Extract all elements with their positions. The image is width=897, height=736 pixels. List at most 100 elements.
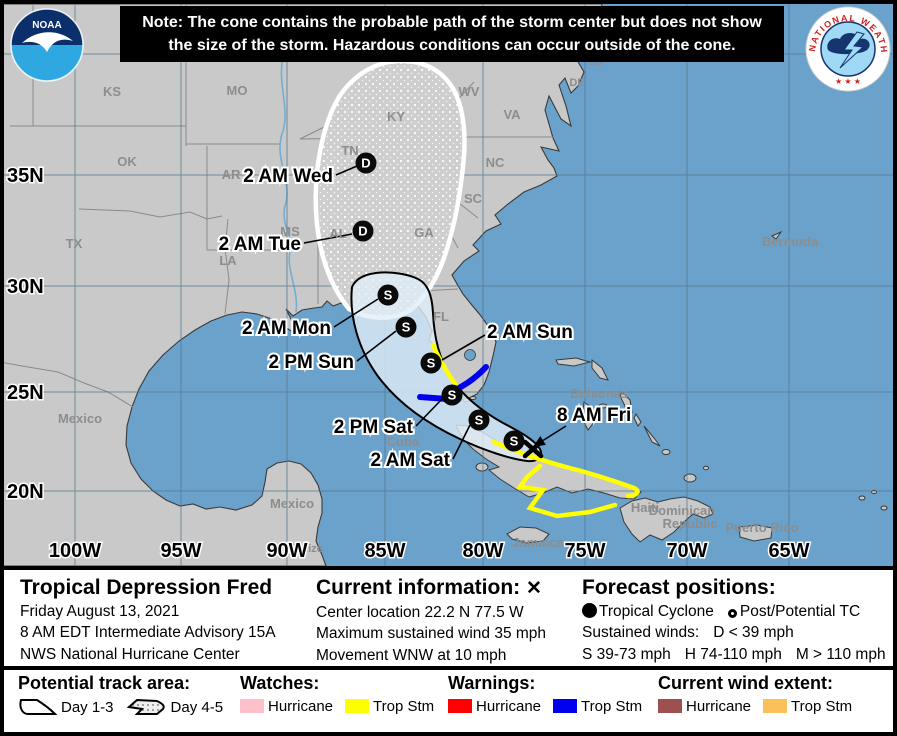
cone-day4-5 <box>313 58 467 320</box>
storm-summary: Tropical Depression Fred Friday August 1… <box>20 576 316 666</box>
place-label: MO <box>227 83 248 98</box>
place-label: OK <box>117 154 137 169</box>
sustained-winds-row: Sustained winds: D < 39 mph <box>582 624 794 642</box>
map-legend: Potential track area: Day 1-3 Day 4-5 Watch… <box>4 666 893 728</box>
lon-label: 85W <box>364 540 405 562</box>
legend-label: Trop Stm <box>581 697 643 715</box>
place-label: Bermuda <box>762 234 819 249</box>
track-point-S <box>503 430 525 452</box>
legend-item: Hurricane <box>658 698 751 715</box>
noaa-logo-icon: NOAA <box>10 8 84 82</box>
legend-item: Trop Stm <box>763 698 852 715</box>
mississippi-river <box>279 55 298 313</box>
forecast-symbols-row: Tropical Cyclone Post/Potential TC <box>582 601 887 622</box>
place-labels: KSMOOKTXARLAMSALTNKYGASCNCVAWVFLDENJMexi… <box>58 56 819 555</box>
track-point-S <box>377 284 399 306</box>
storm-date: Friday August 13, 2021 <box>20 603 180 621</box>
legend-label: Trop Stm <box>373 697 435 715</box>
track-point-letter: S <box>475 413 484 428</box>
legend-item: Hurricane <box>240 698 333 715</box>
track-point-S <box>441 384 463 406</box>
note-banner: Note: The cone contains the probable pat… <box>120 6 784 63</box>
legend-swatch <box>448 699 472 714</box>
lat-label: 35N <box>7 165 44 187</box>
legend-group-warnings: Warnings: Hurricane Trop Stm <box>448 673 658 728</box>
legend-label: Trop Stm <box>791 697 853 715</box>
nws-logo-stars: ★ ★ ★ <box>835 77 861 86</box>
legend-item: Day 4-5 <box>126 698 224 717</box>
legend-swatch <box>240 699 264 714</box>
place-label: DE <box>569 77 584 89</box>
place-label: TX <box>66 236 83 251</box>
current-position-x-marker <box>522 439 544 459</box>
place-label: Cuba <box>387 434 420 449</box>
current-information: Current information: ✕ Center location 2… <box>316 576 582 666</box>
place-label: Mexico <box>58 411 102 426</box>
current-position-symbol: ✕ <box>526 578 542 599</box>
note-line1: Note: The cone contains the probable pat… <box>142 14 762 31</box>
place-label: GA <box>414 225 434 240</box>
place-label: VA <box>503 107 521 122</box>
track-point-letter: S <box>402 320 411 335</box>
place-label: AR <box>222 167 241 182</box>
hispaniola <box>619 496 714 543</box>
legend-item: Day 1-3 <box>18 698 114 717</box>
time-labels: 2 AM Wed 2 AM Tue 2 AM Mon 2 PM Sun 2 AM Sun… <box>217 164 634 473</box>
place-label: NC <box>486 155 505 170</box>
post-potential-circle-icon <box>727 609 737 619</box>
nws-logo-icon: NATIONAL WEATHER SERVICE ★ ★ ★ <box>805 6 891 92</box>
legend-swatch <box>658 699 682 714</box>
lon-label: 95W <box>160 540 201 562</box>
place-label: Haiti <box>631 500 659 515</box>
legend-heading: Warnings: <box>448 673 536 693</box>
max-sustained-wind: Maximum sustained wind 35 mph <box>316 625 547 643</box>
legend-item: Hurricane <box>448 698 541 715</box>
storm-agency: NWS National Hurricane Center <box>20 645 240 663</box>
legend-swatch <box>553 699 578 714</box>
legend-label: Hurricane <box>686 697 752 715</box>
map-canvas: S S S S S S D D KS MO OK TX AR LA MS AL TN KY GA SC NC VA WV F… <box>4 4 893 566</box>
legend-heading: Current wind extent: <box>658 673 834 693</box>
legend-swatch <box>763 699 788 714</box>
latlon-grid <box>4 4 893 566</box>
place-label: MS <box>280 224 300 239</box>
place-label: TN <box>341 143 358 158</box>
forecast-track-points: S S S S S S D D <box>352 152 525 452</box>
track-point-letter: D <box>358 224 367 239</box>
place-label: Dominican <box>649 503 716 518</box>
place-label: LA <box>219 253 237 268</box>
lon-label: 65W <box>768 540 809 562</box>
lon-label: 90W <box>266 540 307 562</box>
center-location: Center location 22.2 N 77.5 W <box>316 603 524 621</box>
forecast-map: S S S S S S D D KS MO OK TX AR LA MS AL TN KY GA SC NC VA WV F… <box>4 4 893 566</box>
legend-label: Day 1-3 <box>61 698 114 716</box>
ts-watch-cuba-south <box>516 463 618 519</box>
legend-group-current-wind-extent: Current wind extent: Hurricane Trop Stm <box>658 673 864 728</box>
noaa-logo-text: NOAA <box>32 20 61 31</box>
lat-label: 30N <box>7 276 44 298</box>
cone-stippled-icon <box>126 698 168 717</box>
lat-label: 25N <box>7 382 44 404</box>
note-line2: the size of the storm. Hazardous conditi… <box>168 37 736 55</box>
lat-label: 20N <box>7 481 44 503</box>
legend-swatch <box>345 699 370 714</box>
legend-heading: Watches: <box>240 673 320 693</box>
track-point-S <box>468 409 490 431</box>
legend-label: Hurricane <box>268 697 334 715</box>
time-label: 2 AM Mon <box>242 318 331 339</box>
storm-info-panel: Tropical Depression Fred Friday August 1… <box>4 566 893 666</box>
legend-label: Day 4-5 <box>170 698 224 716</box>
track-point-letter: D <box>361 156 370 171</box>
storm-title: Tropical Depression Fred <box>20 576 273 599</box>
place-label: WV <box>459 84 480 99</box>
time-label: 2 AM Tue <box>219 234 301 255</box>
legend-group-watches: Watches: Hurricane Trop Stm <box>240 673 448 728</box>
track-point-letter: S <box>510 434 519 449</box>
legend-label: Hurricane <box>476 697 542 715</box>
place-label: Jamaica <box>512 535 564 550</box>
time-label: 2 AM Sun <box>487 322 573 343</box>
lon-label: 100W <box>49 540 101 562</box>
lon-label: 80W <box>462 540 503 562</box>
place-label: KY <box>387 109 405 124</box>
